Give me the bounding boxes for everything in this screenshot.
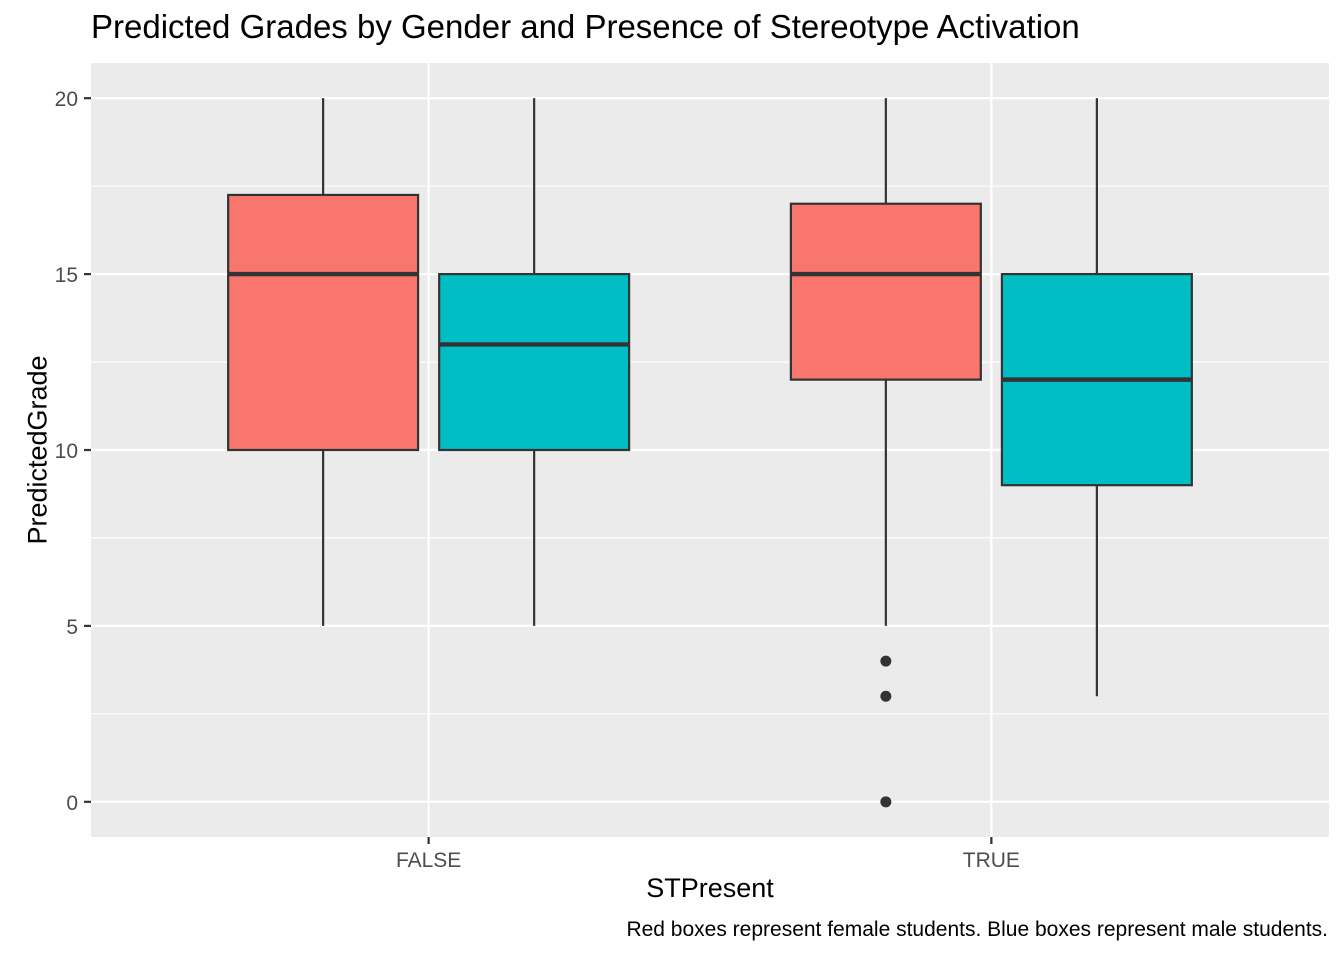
x-axis-label: STPresent (646, 873, 774, 903)
box-true-series-0 (789, 98, 982, 808)
outlier-point (880, 690, 892, 702)
box-true-series-1 (1000, 98, 1193, 697)
y-tick-label: 20 (55, 88, 78, 111)
chart-caption: Red boxes represent female students. Blu… (626, 918, 1328, 941)
box-false-series-0 (227, 98, 420, 626)
box-body (438, 272, 631, 452)
y-tick-label: 5 (66, 616, 78, 639)
outlier-point (880, 796, 892, 808)
box-group (227, 98, 1193, 808)
y-axis-label: PredictedGrade (22, 355, 53, 545)
box-false-series-1 (438, 98, 631, 626)
y-tick-label: 10 (55, 440, 78, 463)
y-tick-label: 15 (55, 264, 78, 287)
y-axis: 0 5 10 15 20 (55, 88, 91, 815)
chart-title: Predicted Grades by Gender and Presence … (91, 8, 1080, 45)
box-body (789, 202, 982, 381)
x-tick-label: TRUE (963, 849, 1020, 872)
x-tick-label: FALSE (396, 849, 461, 872)
y-tick-label: 0 (66, 792, 78, 815)
box-body (227, 193, 420, 452)
x-axis: FALSE TRUE (396, 837, 1020, 872)
outlier-point (880, 655, 892, 667)
